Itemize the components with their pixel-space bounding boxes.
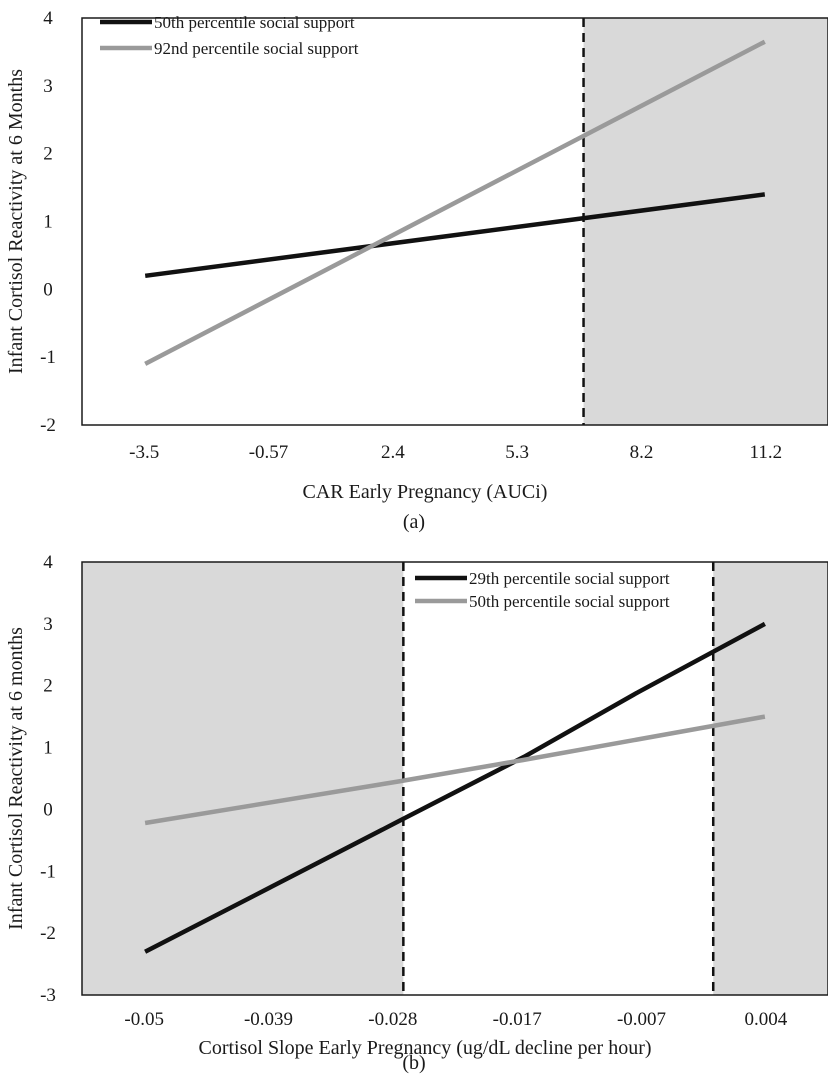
y-tick-label: -3	[40, 985, 56, 1006]
legend: 29th percentile social support 50th perce…	[415, 569, 670, 611]
panel-a: -2 -1 0 1 2 3 4 -3.5 -0.57 2.4 5.3 8.2 11.2 50th pe…	[5, 8, 828, 533]
y-tick-label: 3	[43, 76, 53, 97]
x-tick-label: 8.2	[630, 442, 654, 463]
shaded-region	[82, 562, 404, 995]
shaded-regions	[82, 562, 828, 995]
x-tick-label: -3.5	[129, 442, 159, 463]
y-axis-title: Infant Cortisol Reactivity at 6 Months	[5, 69, 27, 374]
plot-frame	[81, 17, 828, 426]
x-axis-title: CAR Early Pregnancy (AUCi)	[303, 481, 548, 503]
x-axis-title: Cortisol Slope Early Pregnancy (ug/dL de…	[198, 1037, 651, 1059]
x-tick-label: 11.2	[750, 442, 783, 463]
y-tick-label: -2	[40, 415, 56, 436]
shaded-regions	[583, 18, 828, 425]
y-tick-label: 2	[43, 144, 53, 165]
y-tick-label: -1	[40, 347, 56, 368]
legend: 50th percentile social support 92nd perce…	[100, 13, 359, 58]
y-tick-label: 0	[43, 799, 53, 820]
panel-caption: (b)	[402, 1052, 425, 1074]
shaded-region	[713, 562, 828, 995]
plot-frame	[81, 561, 828, 996]
series-lines	[144, 621, 766, 954]
x-tick-label: 0.004	[744, 1009, 787, 1030]
series-line-1	[144, 192, 766, 279]
shaded-region	[583, 18, 828, 425]
y-tick-label: -2	[40, 923, 56, 944]
legend-label: 50th percentile social support	[154, 13, 355, 32]
legend-label: 29th percentile social support	[469, 569, 670, 588]
series-lines	[144, 39, 766, 366]
x-tick-labels: -3.5 -0.57 2.4 5.3 8.2 11.2	[129, 442, 782, 463]
x-tick-label: -0.57	[249, 442, 289, 463]
x-tick-labels: -0.05 -0.039 -0.028 -0.017 -0.007 0.004	[124, 1009, 787, 1030]
series-line-2	[144, 39, 766, 366]
y-tick-label: 4	[43, 552, 53, 573]
y-tick-label: 4	[43, 8, 53, 29]
panel-b: -3 -2 -1 0 1 2 3 4 -0.05 -0.039 -0.028 -0.017 -0.00…	[5, 552, 828, 1074]
y-tick-label: 0	[43, 279, 53, 300]
x-tick-label: 2.4	[381, 442, 405, 463]
legend-label: 92nd percentile social support	[154, 39, 359, 58]
y-tick-label: 1	[43, 212, 53, 233]
y-axis-title: Infant Cortisol Reactivity at 6 months	[5, 627, 27, 930]
x-tick-label: -0.007	[617, 1009, 666, 1030]
x-tick-label: -0.028	[368, 1009, 417, 1030]
y-tick-labels: -2 -1 0 1 2 3 4	[40, 8, 56, 436]
y-tick-label: -1	[40, 861, 56, 882]
x-tick-label: -0.039	[244, 1009, 293, 1030]
y-tick-label: 2	[43, 676, 53, 697]
x-tick-label: 5.3	[505, 442, 529, 463]
legend-label: 50th percentile social support	[469, 592, 670, 611]
series-line-1	[144, 621, 766, 954]
x-tick-label: -0.05	[124, 1009, 164, 1030]
y-tick-label: 3	[43, 614, 53, 635]
y-tick-label: 1	[43, 738, 53, 759]
panel-caption: (a)	[403, 511, 425, 533]
x-tick-label: -0.017	[493, 1009, 542, 1030]
series-line-2	[144, 714, 766, 826]
y-tick-labels: -3 -2 -1 0 1 2 3 4	[40, 552, 56, 1006]
